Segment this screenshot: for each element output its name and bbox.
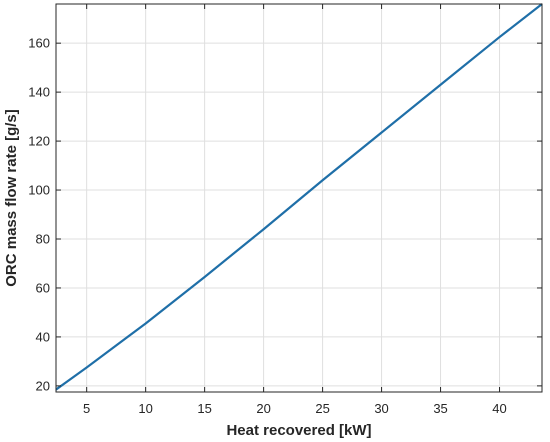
y-tick-label: 80: [36, 232, 50, 247]
x-tick-label: 25: [315, 401, 329, 416]
x-tick-label: 10: [138, 401, 152, 416]
x-tick-label: 5: [83, 401, 90, 416]
plot-frame: [55, 3, 543, 393]
y-tick-label: 100: [28, 183, 50, 198]
grid-lines: [56, 4, 542, 392]
x-tick-label: 15: [197, 401, 211, 416]
x-tick-labels: 5 10 15 20 25 30 35 40: [83, 401, 507, 416]
y-tick-labels: 20 40 60 80 100 120 140 160: [28, 36, 50, 394]
y-tick-label: 160: [28, 36, 50, 51]
y-tick-label: 20: [36, 378, 50, 393]
x-tick-label: 35: [433, 401, 447, 416]
x-tick-label: 20: [256, 401, 270, 416]
tick-marks: [56, 4, 542, 392]
series-line: [55, 3, 543, 391]
x-tick-label: 30: [374, 401, 388, 416]
x-tick-label: 40: [492, 401, 506, 416]
x-axis-title: Heat recovered [kW]: [226, 422, 371, 439]
y-axis-title: ORC mass flow rate [g/s]: [3, 109, 20, 287]
y-tick-label: 60: [36, 280, 50, 295]
y-tick-label: 140: [28, 85, 50, 100]
y-tick-label: 40: [36, 329, 50, 344]
y-tick-label: 120: [28, 134, 50, 149]
series-layer: [55, 3, 543, 391]
